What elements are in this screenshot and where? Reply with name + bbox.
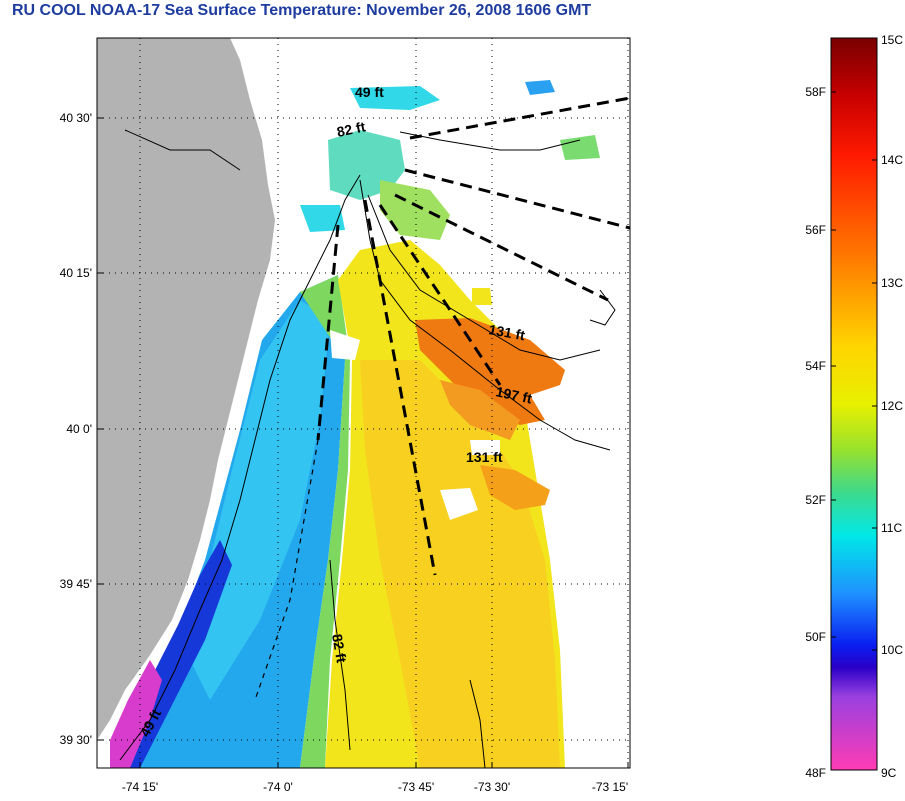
coast-land bbox=[97, 38, 275, 740]
depth-contours bbox=[119, 129, 616, 768]
depth-label-82ft-north: 82 ft bbox=[335, 118, 367, 140]
lat-tick-39-30: 39 30' bbox=[60, 733, 92, 747]
frame-ticks bbox=[97, 117, 629, 768]
colorbar-label-54f: 54F bbox=[805, 359, 826, 373]
colorbar-label-48f: 48F bbox=[805, 766, 826, 780]
map-title: RU COOL NOAA-17 Sea Surface Temperature:… bbox=[12, 2, 592, 19]
colorbar-label-52f: 52F bbox=[805, 493, 826, 507]
colorbar-label-12c: 12C bbox=[881, 399, 903, 413]
depth-label-131ft-north: 131 ft bbox=[487, 321, 526, 343]
lon-tick-73-30: -73 30' bbox=[474, 780, 510, 794]
colorbar-label-11c: 11C bbox=[881, 521, 902, 535]
lat-tick-40-30: 40 30' bbox=[60, 111, 92, 125]
colorbar-label-13c: 13C bbox=[881, 276, 903, 290]
colorbar-label-56f: 56F bbox=[805, 223, 826, 237]
colorbar-label-50f: 50F bbox=[805, 630, 826, 644]
lon-tick-73-45: -73 45' bbox=[398, 780, 434, 794]
map-frame bbox=[96, 37, 631, 769]
depth-label-197ft: 197 ft bbox=[494, 383, 533, 406]
dashed-lines bbox=[316, 96, 630, 576]
depth-label-49ft-north: 49 ft bbox=[355, 84, 384, 100]
colorbar-label-10c: 10C bbox=[881, 643, 903, 657]
dashed-lines-thin bbox=[254, 439, 319, 701]
lat-tick-39-45: 39 45' bbox=[60, 577, 92, 591]
colorbar: 58F 56F 54F 52F 50F 48F 15C 14C 13C 12C … bbox=[805, 33, 903, 780]
lon-tick-74-0: -74 0' bbox=[263, 780, 293, 794]
colorbar-label-58f: 58F bbox=[805, 85, 826, 99]
lat-tick-40-15: 40 15' bbox=[60, 266, 92, 280]
colorbar-label-15c: 15C bbox=[881, 33, 903, 47]
lat-tick-40-0: 40 0' bbox=[66, 422, 92, 436]
lon-tick-74-15: -74 15' bbox=[122, 780, 158, 794]
colorbar-label-9c: 9C bbox=[881, 766, 897, 780]
depth-label-82ft-south: 82 ft bbox=[329, 633, 350, 664]
colorbar-label-14c: 14C bbox=[881, 153, 903, 167]
lon-tick-73-15: -73 15' bbox=[592, 780, 628, 794]
depth-label-131ft-south: 131 ft bbox=[466, 449, 503, 465]
graticule bbox=[97, 38, 630, 768]
map-area: 49 ft 82 ft 131 ft 197 ft 131 ft 82 ft 4… bbox=[97, 38, 630, 768]
